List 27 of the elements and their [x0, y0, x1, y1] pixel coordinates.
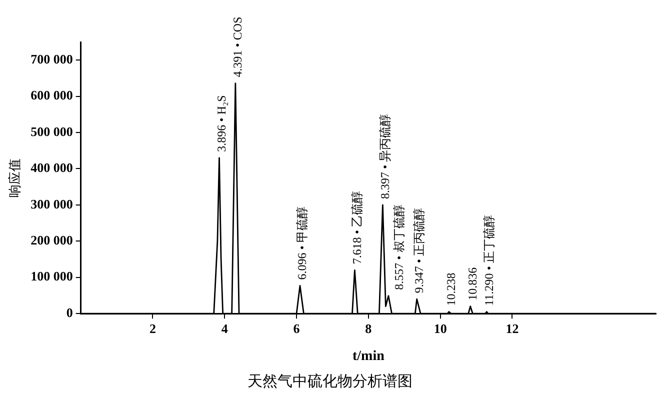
y-tick-label: 500 000 [30, 124, 73, 139]
text: 天然气中硫化物分析谱图 [248, 372, 412, 390]
annotation: 11.290 • 正丁硫醇 [482, 215, 496, 306]
annotation: 10.836 [466, 267, 480, 300]
y-tick-label: 700 000 [30, 51, 73, 66]
annotation: 8.397 • 异丙硫醇 [378, 114, 392, 199]
x-tick-label: 12 [506, 320, 519, 336]
annotation: 8.557 • 叔丁硫醇 [392, 204, 406, 290]
annotation: 9.347 • 正丙硫醇 [412, 208, 426, 294]
y-tick-label: 600 000 [30, 88, 73, 103]
annotation: 7.618 • 乙硫醇 [350, 190, 364, 264]
x-tick-label: 10 [434, 320, 447, 336]
x-tick-label: 8 [365, 320, 372, 336]
annotation: 3.896 • H₂S [214, 95, 228, 152]
x-axis-title: t/min [352, 349, 385, 364]
x-tick-label: 6 [293, 320, 300, 336]
y-tick-label: 400 000 [30, 160, 73, 176]
y-axis-title: 响应值 [7, 158, 22, 198]
annotation: 4.391 • COS [230, 16, 245, 78]
annotation: 10.238 [444, 272, 458, 306]
y-tick-label: 100 000 [30, 268, 73, 284]
y-tick-label: 0 [66, 304, 73, 320]
x-tick-label: 2 [149, 320, 156, 336]
x-tick-label: 4 [221, 320, 228, 336]
annotation: 6.096 • 甲硫醇 [295, 206, 310, 280]
y-tick-label: 300 000 [30, 196, 73, 212]
y-tick-label: 200 000 [30, 232, 73, 248]
